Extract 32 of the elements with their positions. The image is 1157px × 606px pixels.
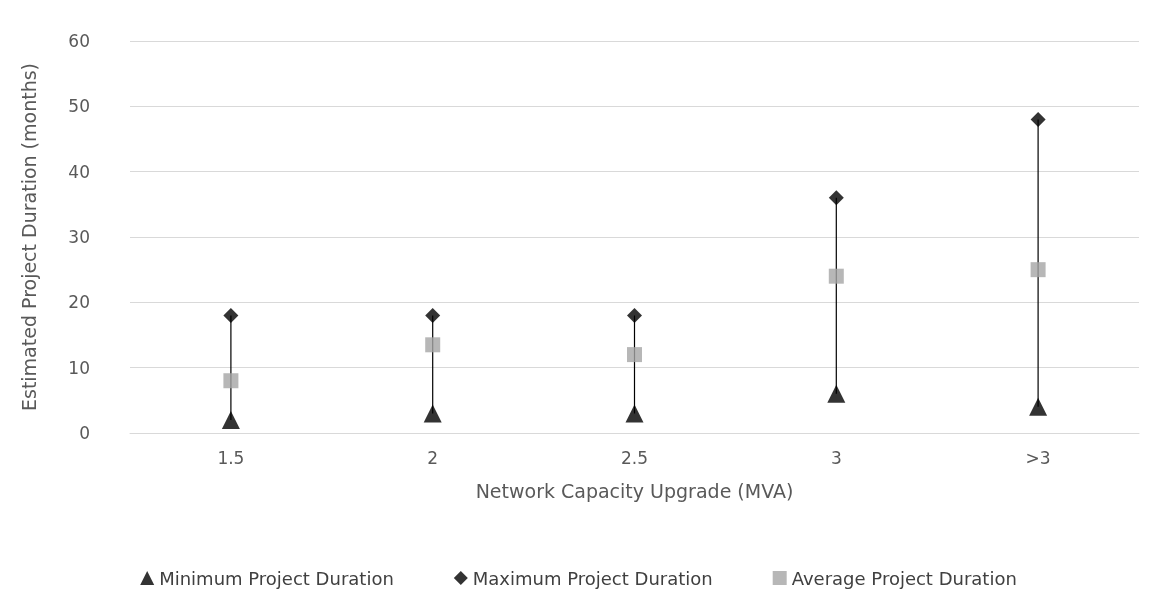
- point: [223, 373, 239, 389]
- point: [425, 307, 441, 323]
- point: [828, 190, 844, 206]
- x-axis-title: Network Capacity Upgrade (MVA): [475, 479, 794, 502]
- point: [1029, 397, 1048, 416]
- y-tick-label: 60: [68, 31, 90, 51]
- point: [223, 307, 239, 323]
- point: [1030, 111, 1046, 127]
- legend-label: Average Project Duration: [791, 567, 1017, 589]
- legend-label: Maximum Project Duration: [472, 567, 713, 589]
- y-tick-label: 30: [68, 227, 90, 247]
- y-tick-label: 20: [68, 292, 90, 313]
- point: [627, 347, 642, 363]
- point: [1030, 262, 1046, 278]
- x-tick-label: >3: [1025, 447, 1051, 468]
- y-tick-label: 10: [68, 357, 90, 378]
- x-tick-label: 2.5: [620, 447, 649, 468]
- point: [827, 384, 846, 403]
- point: [423, 404, 442, 423]
- x-tick-label: 3: [830, 447, 842, 468]
- point: [625, 404, 644, 423]
- point: [425, 337, 441, 353]
- point: [221, 410, 240, 429]
- x-tick-label: 1.5: [217, 447, 245, 468]
- x-tick-label: 2: [427, 447, 439, 468]
- point: [828, 268, 844, 284]
- y-tick-label: 0: [79, 423, 90, 443]
- y-axis-title: Estimated Project Duration (months): [17, 62, 40, 412]
- y-tick-label: 40: [68, 161, 90, 182]
- legend-label: Minimum Project Duration: [159, 567, 394, 589]
- point: [627, 307, 642, 323]
- y-tick-label: 50: [68, 96, 90, 117]
